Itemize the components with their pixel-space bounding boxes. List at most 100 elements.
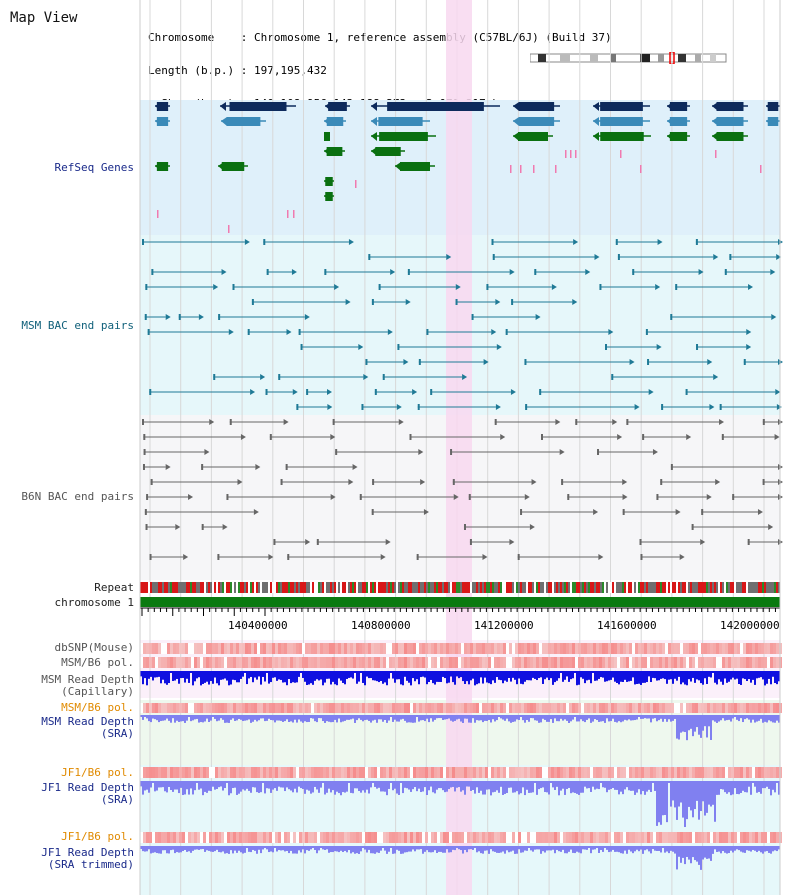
- repeat-bin: [694, 582, 696, 593]
- jf1-sra-depth-bar: [246, 781, 248, 789]
- repeat-bin: [776, 582, 778, 593]
- repeat-bin: [382, 582, 384, 593]
- jf1-trim-depth-bar: [252, 846, 254, 850]
- msm-sra-depth-bar: [280, 715, 282, 721]
- msm-pol-bin: [743, 657, 746, 668]
- jf1-sra-depth-bar: [196, 781, 198, 783]
- msm-pol-bin: [401, 657, 404, 668]
- msm-cap-depth-bar: [664, 671, 666, 680]
- repeat-bin: [520, 582, 522, 593]
- jf1-trim-depth-bar: [354, 846, 356, 854]
- msm-pair-end: [605, 344, 608, 350]
- b6n-bac-pairs[interactable]: [142, 419, 783, 560]
- gene-arrow-icon: [766, 117, 772, 126]
- msm-pair-arrow-icon: [707, 359, 713, 365]
- jf1-sra-depth-bar: [624, 781, 626, 790]
- dbsnp-bin: [341, 643, 344, 654]
- jf1-sra-depth-bar: [266, 781, 268, 789]
- jf1-pol-bin-2: [710, 832, 713, 843]
- msm-pol-bin-2: [191, 703, 194, 713]
- jf1-pol-bin-2: [164, 832, 167, 843]
- dbsnp-bin: [710, 643, 713, 654]
- jf1-pol-bin: [197, 767, 200, 778]
- axis-tick-label: 141200000: [474, 619, 534, 632]
- jf1-sra-depth-bar: [312, 781, 314, 793]
- jf1-trim-depth-bar: [630, 846, 632, 852]
- dbsnp-bin: [605, 643, 608, 654]
- jf1-sra-depth-bar: [522, 781, 524, 788]
- jf1-pol-bin: [194, 767, 197, 778]
- repeat-bin: [344, 582, 346, 593]
- jf1-trim-depth-bar: [390, 846, 392, 848]
- jf1-sra-depth-bar: [540, 781, 542, 789]
- jf1-trim-depth-bar: [300, 846, 302, 853]
- dbsnp-bin: [521, 643, 524, 654]
- msm-pol-bin: [380, 657, 383, 668]
- chromosome-ideogram[interactable]: [530, 52, 730, 64]
- jf1-pol-bin: [329, 767, 332, 778]
- msm-pol-bin: [428, 657, 431, 668]
- msm-pol-bin: [164, 657, 167, 668]
- msm-cap-depth-bar: [202, 671, 204, 684]
- msm-pair-end: [142, 239, 145, 245]
- jf1-sra-depth-bar: [346, 781, 348, 792]
- jf1-sra-depth-bar: [502, 781, 504, 795]
- jf1-sra-depth-bar: [690, 781, 692, 811]
- msm-pol-bin-2: [254, 703, 257, 713]
- msm-pair-arrow-icon: [776, 404, 782, 410]
- msm-cap-depth-bar: [726, 671, 728, 683]
- jf1-pol-bin: [473, 767, 476, 778]
- msm-pair-end: [743, 359, 746, 365]
- msm-pol-bin: [347, 657, 350, 668]
- msm-sra-depth-bar: [464, 715, 466, 719]
- msm-pair-end: [151, 269, 154, 275]
- msm-pair-end: [407, 269, 410, 275]
- msm-pol-bin-2: [584, 703, 587, 713]
- jf1-pol-bin-2: [521, 832, 524, 843]
- msm-sra-depth-bar: [298, 715, 300, 720]
- repeat-bin: [252, 582, 254, 593]
- jf1-sra-depth-bar: [332, 781, 334, 791]
- jf1-trim-depth-bar: [288, 846, 290, 854]
- jf1-sra-depth-bar: [490, 781, 492, 796]
- jf1-trim-depth-bar: [332, 846, 334, 853]
- repeat-bin: [182, 582, 184, 593]
- repeat-bin: [734, 582, 736, 593]
- msm-pol-bin-2: [629, 703, 632, 713]
- msm-sra-depth-bar: [412, 715, 414, 723]
- dbsnp-bin: [386, 643, 389, 654]
- jf1-sra-depth-bar: [508, 781, 510, 788]
- dbsnp-bin: [470, 643, 473, 654]
- msm-pol-bin: [143, 657, 146, 668]
- msm-sra-depth-bar: [640, 715, 642, 719]
- msm-cap-depth-bar: [254, 671, 256, 678]
- repeat-bin: [430, 582, 432, 593]
- jf1-sra-depth-bar: [234, 781, 236, 788]
- msm-sra-depth-bar: [550, 715, 552, 720]
- jf1-sra-depth-bar: [684, 781, 686, 828]
- jf1-pol-bin-2: [476, 832, 479, 843]
- msm-pair-end: [417, 404, 420, 410]
- repeat-bin: [300, 582, 302, 593]
- repeat-bin: [508, 582, 510, 593]
- msm-pol-bin-2: [416, 703, 419, 713]
- msm-cap-depth-bar: [348, 671, 350, 678]
- jf1-trim-depth-bar: [718, 846, 720, 852]
- jf1-pol-bin: [449, 767, 452, 778]
- jf1-trim-depth-bar: [550, 846, 552, 851]
- jf1-sra-depth-bar: [542, 781, 544, 788]
- msm-pol-bin: [737, 657, 740, 668]
- msm-sra-depth-bar: [272, 715, 274, 721]
- jf1-pol-bin-2: [299, 832, 302, 843]
- repeat-bin: [644, 582, 646, 593]
- msm-bac-pairs[interactable]: [142, 239, 783, 410]
- info-value: Chromosome 1, reference assembly (C57BL/…: [253, 31, 612, 44]
- repeat-bin: [472, 582, 474, 593]
- jf1-trim-depth-bar: [424, 846, 426, 852]
- msm-pol-bin-2: [467, 703, 470, 713]
- msm-sra-depth-bar: [222, 715, 224, 720]
- msm-cap-depth-bar: [570, 671, 572, 680]
- repeat-bin: [434, 582, 436, 593]
- msm-pol-bin-2: [704, 703, 707, 713]
- msm-sra-depth-bar: [650, 715, 652, 723]
